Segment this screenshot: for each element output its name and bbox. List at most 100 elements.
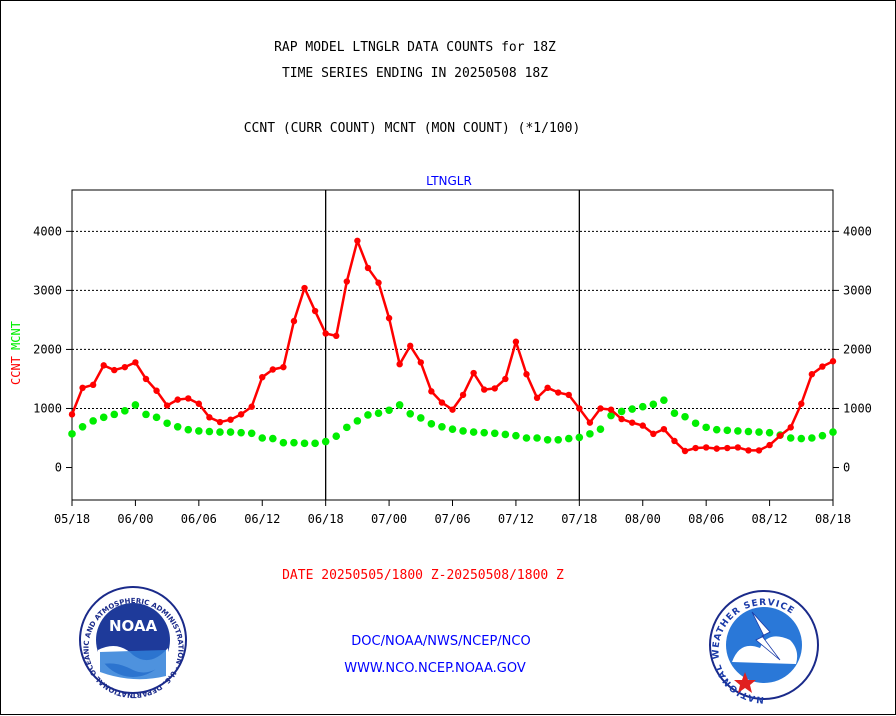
data-point-ccnt <box>206 414 213 421</box>
data-point-ccnt <box>618 415 625 423</box>
data-point-ccnt <box>681 447 689 455</box>
chart-title-line2: TIME SERIES ENDING IN 20250508 18Z <box>282 66 548 81</box>
data-point-mcnt <box>691 419 700 428</box>
data-point-ccnt <box>227 416 234 423</box>
data-point-ccnt <box>512 338 520 345</box>
data-point-mcnt <box>258 434 267 442</box>
data-point-ccnt <box>396 360 403 368</box>
data-point-mcnt <box>406 409 415 418</box>
data-point-mcnt <box>808 434 816 442</box>
grid-layer <box>72 190 833 500</box>
ytick-label-left: 0 <box>55 461 62 475</box>
ytick-label-left: 2000 <box>33 342 62 356</box>
data-point-ccnt <box>713 445 720 452</box>
xtick-label: 05/18 <box>54 512 90 526</box>
data-point-ccnt <box>586 419 594 426</box>
data-point-ccnt <box>650 430 657 438</box>
data-point-mcnt <box>522 434 531 442</box>
data-point-ccnt <box>428 388 435 395</box>
data-point-mcnt <box>78 422 87 431</box>
data-point-ccnt <box>755 447 763 454</box>
data-point-mcnt <box>385 406 393 415</box>
data-point-ccnt <box>470 369 477 377</box>
data-point-ccnt <box>142 375 150 383</box>
data-point-mcnt <box>670 409 679 418</box>
data-point-ccnt <box>121 363 129 371</box>
data-point-ccnt <box>237 411 245 418</box>
data-point-mcnt <box>723 426 732 435</box>
data-point-mcnt <box>586 430 594 438</box>
data-point-mcnt <box>617 407 626 416</box>
data-point-ccnt <box>565 391 572 399</box>
data-point-ccnt <box>554 389 562 396</box>
data-point-mcnt <box>416 414 425 422</box>
data-point-mcnt <box>290 438 298 447</box>
data-point-ccnt <box>89 381 97 389</box>
data-point-mcnt <box>734 427 742 435</box>
data-point-mcnt <box>205 427 214 436</box>
xtick-label: 06/06 <box>181 512 217 526</box>
xtick-label: 07/18 <box>561 512 597 526</box>
data-point-ccnt <box>745 447 752 454</box>
data-point-mcnt <box>755 428 763 436</box>
website-link[interactable]: WWW.NCO.NCEP.NOAA.GOV <box>344 661 526 676</box>
data-point-ccnt <box>333 332 340 340</box>
data-point-ccnt <box>502 375 509 383</box>
ytick-label-right: 2000 <box>843 342 872 356</box>
data-point-ccnt <box>819 363 826 370</box>
data-point-mcnt <box>343 423 351 432</box>
ytick-label-right: 0 <box>843 461 850 475</box>
data-point-mcnt <box>628 405 636 413</box>
data-point-ccnt <box>132 359 139 366</box>
data-point-mcnt <box>142 410 150 419</box>
xtick-label: 08/18 <box>815 512 851 526</box>
data-point-mcnt <box>332 432 341 441</box>
nws-lightning-icon <box>751 611 781 661</box>
noaa-wordmark: NOAA <box>109 617 158 635</box>
data-point-ccnt <box>724 444 731 452</box>
data-point-ccnt <box>322 330 329 337</box>
data-point-mcnt <box>681 412 689 421</box>
xtick-label: 08/12 <box>752 512 788 526</box>
data-point-mcnt <box>247 429 256 438</box>
data-point-ccnt <box>216 418 224 426</box>
data-point-mcnt <box>543 435 552 444</box>
data-point-mcnt <box>575 433 584 442</box>
data-point-ccnt <box>734 444 742 451</box>
data-point-mcnt <box>279 438 288 447</box>
data-point-mcnt <box>68 430 76 438</box>
data-point-ccnt <box>79 384 86 392</box>
data-point-ccnt <box>597 405 604 412</box>
data-point-mcnt <box>712 425 721 434</box>
data-point-ccnt <box>692 444 699 452</box>
data-point-mcnt <box>438 422 446 431</box>
data-point-ccnt <box>607 406 615 413</box>
data-point-mcnt <box>554 435 562 444</box>
org-path-link[interactable]: DOC/NOAA/NWS/NCEP/NCO <box>351 634 530 649</box>
data-point-mcnt <box>226 428 235 436</box>
ytick-label-right: 1000 <box>843 401 872 415</box>
data-point-ccnt <box>343 278 351 285</box>
data-point-mcnt <box>459 427 467 435</box>
ytick-label-right: 4000 <box>843 224 872 238</box>
ylabel-ccnt: CCNT <box>9 356 23 385</box>
data-point-ccnt <box>248 403 255 410</box>
data-point-mcnt <box>596 425 605 433</box>
data-point-mcnt <box>121 407 129 415</box>
data-point-ccnt <box>269 366 277 373</box>
data-point-mcnt <box>490 429 499 438</box>
data-point-mcnt <box>152 413 161 422</box>
xtick-label: 06/12 <box>244 512 280 526</box>
ytick-label-right: 3000 <box>843 283 872 297</box>
data-point-ccnt <box>407 342 414 350</box>
xtick-label: 06/00 <box>117 512 153 526</box>
nws-cloud-icon <box>732 636 798 664</box>
data-point-mcnt <box>184 425 193 434</box>
data-point-ccnt <box>153 387 160 394</box>
data-point-mcnt <box>395 401 404 409</box>
data-point-mcnt <box>607 411 615 420</box>
data-point-ccnt <box>523 371 530 378</box>
data-point-mcnt <box>216 428 224 436</box>
data-point-ccnt <box>174 396 181 403</box>
